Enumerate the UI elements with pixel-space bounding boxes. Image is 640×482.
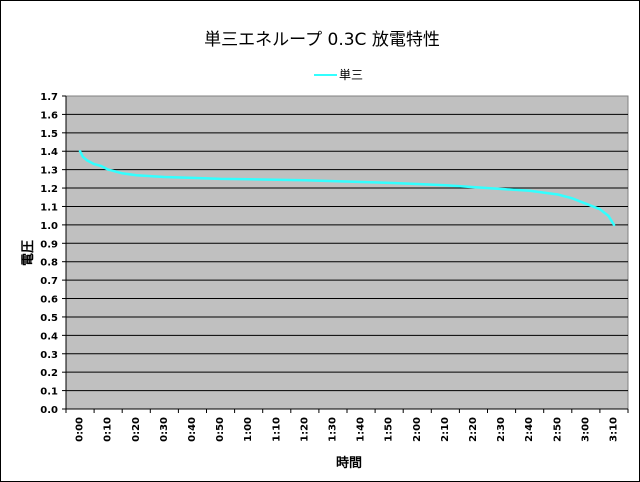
y-tick-label: 0.0 bbox=[40, 405, 58, 416]
y-tick-label: 0.5 bbox=[40, 313, 58, 324]
y-axis: 0.0 0.1 0.2 0.3 0.4 0.5 0.6 0.7 0.8 0.9 1.0 1.1 1.2 1… bbox=[40, 92, 67, 416]
series-layer bbox=[78, 149, 616, 227]
y-tick-label: 0.2 bbox=[40, 368, 58, 379]
x-axis-label: 時間 bbox=[336, 455, 362, 471]
y-tick-label: 1.6 bbox=[40, 110, 58, 121]
x-tick-label: 2:30 bbox=[496, 417, 507, 442]
x-tick-label: 2:10 bbox=[440, 417, 451, 442]
x-tick-label: 0:40 bbox=[187, 417, 198, 442]
x-tick-label: 2:00 bbox=[412, 417, 423, 442]
y-tick-label: 0.7 bbox=[40, 276, 58, 287]
x-tick-label: 2:40 bbox=[524, 417, 535, 442]
x-tick-label: 0:10 bbox=[103, 417, 114, 442]
x-tick-label: 2:50 bbox=[552, 417, 563, 442]
chart-title: 単三エネループ 0.3C 放電特性 bbox=[204, 30, 440, 50]
y-tick-label: 0.1 bbox=[40, 387, 58, 398]
y-tick-label: 1.7 bbox=[40, 92, 58, 103]
legend-label: 単三 bbox=[339, 68, 363, 82]
y-tick-label: 1.0 bbox=[40, 221, 58, 232]
x-tick-label: 1:50 bbox=[384, 417, 395, 442]
y-tick-label: 0.3 bbox=[40, 350, 58, 361]
y-tick-label: 0.9 bbox=[40, 239, 58, 250]
x-tick-label: 1:40 bbox=[356, 417, 367, 442]
y-tick-label: 1.4 bbox=[40, 147, 58, 158]
x-tick-label: 2:20 bbox=[468, 417, 479, 442]
y-tick-label: 1.5 bbox=[40, 129, 58, 140]
x-tick-label: 0:50 bbox=[215, 417, 226, 442]
x-tick-label: 3:10 bbox=[608, 417, 619, 442]
x-tick-label: 3:00 bbox=[580, 417, 591, 442]
x-tick-label: 1:20 bbox=[299, 417, 310, 442]
x-axis: 0:00 0:10 0:20 0:30 0:40 0:50 1:00 1:10 1:20 1:30… bbox=[65, 408, 629, 442]
gridlines bbox=[66, 113, 628, 392]
y-axis-label: 電圧 bbox=[21, 240, 36, 266]
y-tick-label: 0.8 bbox=[40, 258, 58, 269]
x-tick-label: 0:30 bbox=[159, 417, 170, 442]
series-line bbox=[78, 149, 616, 227]
y-tick-label: 1.1 bbox=[40, 202, 58, 213]
x-tick-label: 1:00 bbox=[243, 417, 254, 442]
y-tick-label: 0.4 bbox=[40, 331, 58, 342]
plot-area bbox=[65, 95, 629, 410]
x-tick-label: 1:30 bbox=[327, 417, 338, 442]
legend: 単三 bbox=[314, 68, 363, 82]
y-tick-label: 1.2 bbox=[40, 184, 58, 195]
x-tick-label: 1:10 bbox=[271, 417, 282, 442]
y-tick-label: 0.6 bbox=[40, 295, 58, 306]
y-tick-label: 1.3 bbox=[40, 166, 58, 177]
x-tick-label: 0:00 bbox=[75, 417, 86, 442]
x-tick-label: 0:20 bbox=[131, 417, 142, 442]
